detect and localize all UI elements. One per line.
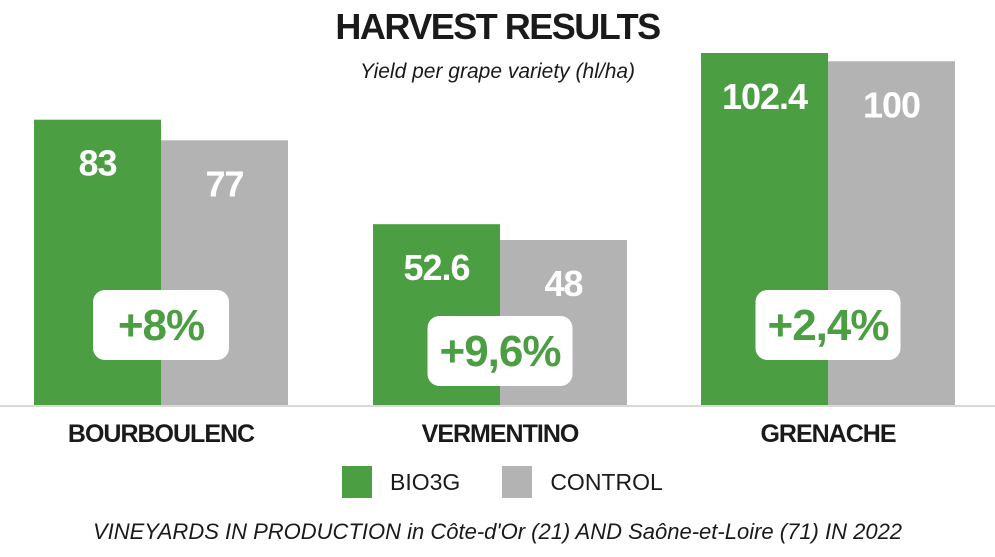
legend: BIO3G CONTROL	[342, 465, 705, 499]
annotation-bourboulenc: +8%	[118, 301, 204, 350]
chart-subtitle: Yield per grape variety (hl/ha)	[359, 60, 636, 83]
category-label-bourboulenc: BOURBOULENC	[68, 420, 255, 448]
annotation-box-vermentino	[427, 316, 573, 386]
legend-label-control: CONTROL	[550, 468, 663, 495]
footnote: VINEYARDS IN PRODUCTION in Côte-d'Or (21…	[92, 519, 903, 544]
legend-swatch-control	[502, 466, 533, 498]
legend-label-bio3g: BIO3G	[390, 468, 461, 495]
legend-item-bio3g: BIO3G	[342, 466, 460, 498]
value-label-vermentino-bio3g: 52.6	[403, 247, 469, 288]
annotation-grenache: +2,4%	[768, 301, 889, 350]
value-label-bourboulenc-control: 77	[205, 163, 243, 204]
legend-item-control: CONTROL	[502, 466, 663, 498]
category-label-grenache: GRENACHE	[760, 420, 895, 448]
value-label-bourboulenc-bio3g: 83	[78, 143, 116, 184]
legend-swatch-bio3g	[342, 466, 372, 498]
bar-bourboulenc-control	[161, 140, 288, 405]
annotation-vermentino: +9,6%	[440, 327, 561, 376]
value-label-grenache-bio3g: 102.4	[722, 76, 808, 117]
value-label-vermentino-control: 48	[544, 263, 582, 304]
category-label-vermentino: VERMENTINO	[422, 420, 579, 448]
chart-title: HARVEST RESULTS	[335, 6, 661, 47]
value-label-grenache-control: 100	[863, 84, 920, 125]
bar-chart: 83 77 BOURBOULENC +8% 52.6 48 VERMENTINO +9,6% 1…	[0, 53, 995, 448]
annotation-box-grenache	[755, 290, 901, 360]
annotation-box-bourboulenc	[93, 290, 229, 360]
